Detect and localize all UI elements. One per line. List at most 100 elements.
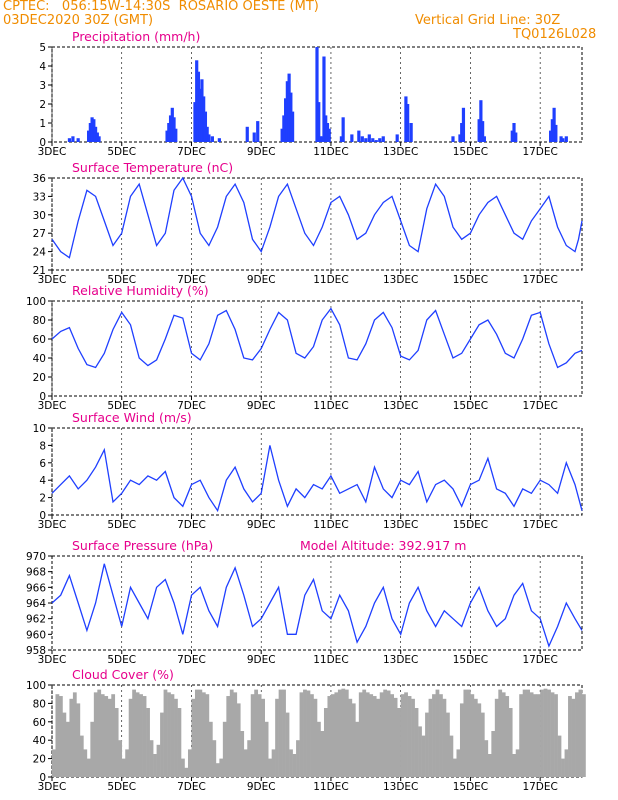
cloud-bar xyxy=(540,689,544,777)
cloud-bar xyxy=(107,698,112,777)
y-tick-label: 962 xyxy=(26,614,46,626)
precip-bar xyxy=(285,81,289,142)
precip-bar xyxy=(76,138,80,142)
y-tick-label: 970 xyxy=(26,551,46,563)
precip-bar xyxy=(193,102,197,142)
cloud-bar xyxy=(519,694,524,777)
cloud-bar xyxy=(379,692,384,777)
x-tick-label: 17DEC xyxy=(522,781,557,793)
cloud-bar xyxy=(466,689,471,777)
precip-bar xyxy=(514,132,518,142)
x-tick-label: 3DEC xyxy=(38,519,67,531)
cloud-bar xyxy=(376,698,381,777)
cloud-bar xyxy=(181,758,185,777)
x-tick-label: 15DEC xyxy=(453,400,488,412)
precip-bar xyxy=(339,136,344,142)
cloud-bar xyxy=(383,689,388,777)
x-tick-label: 13DEC xyxy=(383,274,418,286)
precip-bar xyxy=(510,130,514,142)
cloud-bar xyxy=(582,694,586,777)
cloud-bar xyxy=(201,692,206,777)
cloud-bar xyxy=(508,708,513,777)
cloud-bar xyxy=(132,689,136,777)
x-tick-label: 7DEC xyxy=(177,654,206,666)
y-tick-label: 20 xyxy=(33,372,46,384)
cloud-bar xyxy=(459,703,464,777)
precip-bar xyxy=(395,134,399,142)
cloud-bar xyxy=(160,712,164,777)
precip-bar xyxy=(559,136,563,142)
cloud-bar xyxy=(355,721,360,777)
cloud-bar xyxy=(69,698,74,777)
cloud-bar xyxy=(494,698,499,777)
x-tick-label: 9DEC xyxy=(247,400,276,412)
header-date: 03DEC2020 30Z (GMT) xyxy=(3,13,154,28)
precip-bar xyxy=(170,107,174,142)
cloud-bar xyxy=(529,692,534,777)
y-tick-label: 80 xyxy=(33,698,46,710)
cloud-bar xyxy=(390,694,395,777)
cloud-bar xyxy=(362,689,367,777)
cloud-bar xyxy=(571,698,576,777)
precip-bar xyxy=(317,102,321,142)
precip-bar xyxy=(95,132,99,142)
y-tick-label: 5 xyxy=(39,42,46,54)
cloud-bar xyxy=(65,721,70,777)
cloud-bar xyxy=(72,692,77,777)
x-tick-label: 9DEC xyxy=(247,519,276,531)
y-tick-label: 0 xyxy=(39,391,46,403)
x-tick-label: 11DEC xyxy=(313,654,348,666)
precip-bar xyxy=(549,130,553,142)
cloud-bar xyxy=(156,744,161,777)
cloud-bar xyxy=(170,694,175,777)
y-tick-label: 1 xyxy=(39,118,46,130)
cloud-bar xyxy=(564,749,569,777)
panel-2 xyxy=(48,300,583,400)
header-grid-note: Vertical Grid Line: 30Z xyxy=(415,13,561,28)
cloud-bar xyxy=(533,694,537,777)
x-tick-label: 13DEC xyxy=(383,654,418,666)
cloud-bar xyxy=(153,754,157,777)
precip-bar xyxy=(322,56,326,142)
cloud-bar xyxy=(261,698,265,777)
precip-bar xyxy=(203,111,208,142)
precip-bar xyxy=(280,128,284,142)
cloud-bar xyxy=(62,712,67,777)
precip-bar xyxy=(374,140,378,142)
cloud-bar xyxy=(404,692,408,777)
precip-bar xyxy=(327,128,331,142)
cloud-bar xyxy=(407,696,412,777)
precip-bar xyxy=(371,138,375,142)
x-tick-label: 9DEC xyxy=(247,146,276,158)
model-altitude-label: Model Altitude: 392.917 m xyxy=(300,538,466,553)
precip-bar xyxy=(289,92,293,142)
cloud-bar xyxy=(219,758,224,777)
cloud-bar xyxy=(526,689,530,777)
cloud-bar xyxy=(139,694,143,777)
cloud-bar xyxy=(369,694,374,777)
precip-bar xyxy=(482,136,486,142)
precip-bar xyxy=(409,123,413,142)
y-tick-label: 958 xyxy=(26,645,46,657)
x-tick-label: 5DEC xyxy=(107,781,136,793)
precip-bar xyxy=(205,126,209,142)
precip-bar xyxy=(325,123,330,142)
cloud-bar xyxy=(187,749,192,777)
cloud-bar xyxy=(442,698,447,777)
precip-bar xyxy=(550,119,554,142)
y-tick-label: 966 xyxy=(26,582,46,594)
precip-bar xyxy=(210,136,214,142)
precip-bar xyxy=(97,136,101,142)
cloud-bar xyxy=(226,696,231,777)
x-tick-label: 11DEC xyxy=(313,519,348,531)
cloud-bar xyxy=(365,692,370,777)
precip-bar xyxy=(458,134,462,142)
precip-bar xyxy=(477,119,481,142)
cloud-bar xyxy=(439,694,443,777)
precip-bar xyxy=(92,119,96,142)
precip-bar xyxy=(324,115,328,142)
cloud-bar xyxy=(93,692,98,777)
cloud-bar xyxy=(470,694,475,777)
cloud-bar xyxy=(393,697,398,777)
precip-bar xyxy=(287,73,291,142)
